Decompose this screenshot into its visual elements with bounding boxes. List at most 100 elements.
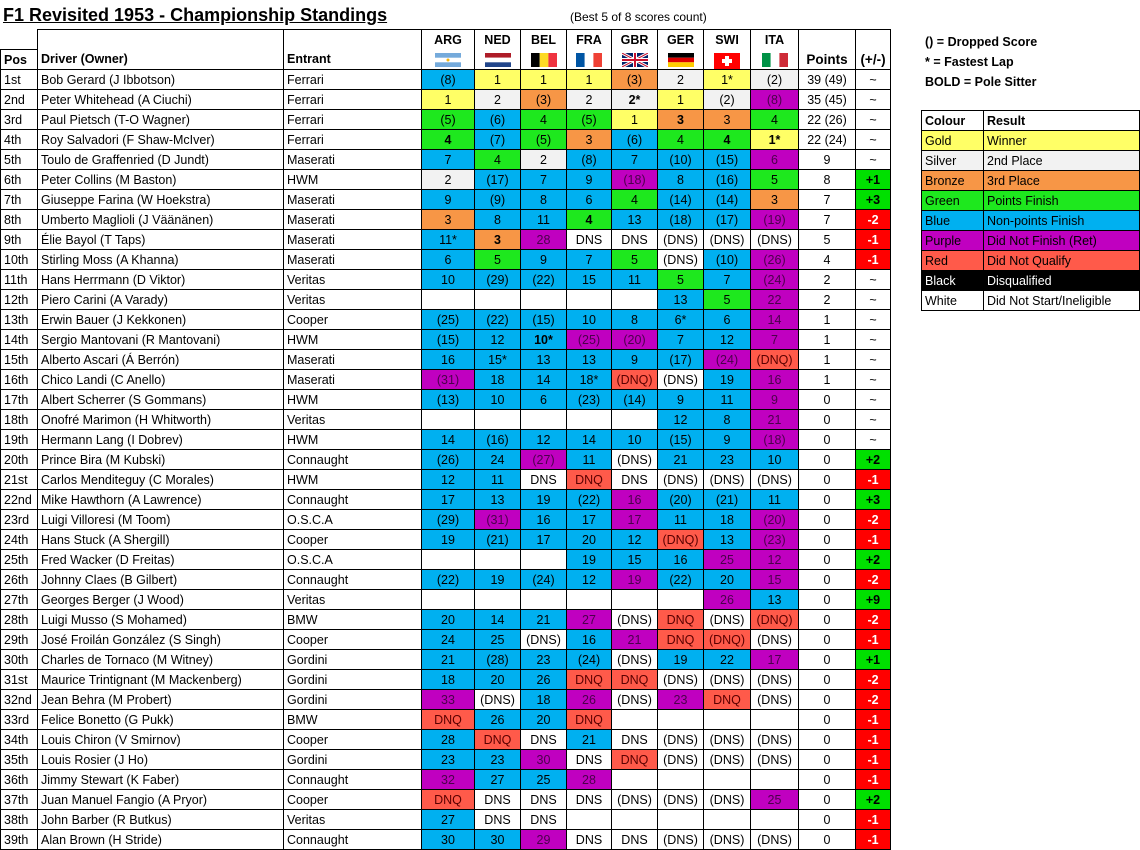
table-row: 2nd Peter Whitehead (A Ciuchi) Ferrari 1 2 (3… — [0, 89, 891, 110]
result-swi: (DNS) — [703, 829, 751, 850]
result-ger: (22) — [657, 569, 704, 590]
result-ita: 5 — [750, 169, 799, 190]
result-fra: 1 — [566, 69, 612, 90]
legend-result: Did Not Finish (Ret) — [983, 230, 1140, 251]
result-bel: DNS — [520, 469, 567, 490]
result-gbr: 19 — [611, 569, 658, 590]
position: 20th — [0, 449, 38, 470]
result-ger: 9 — [657, 389, 704, 410]
result-fra: (23) — [566, 389, 612, 410]
result-gbr — [611, 409, 658, 430]
result-swi: (10) — [703, 249, 751, 270]
result-ned: 26 — [474, 709, 521, 730]
result-swi: 5 — [703, 289, 751, 310]
uk-flag-icon — [620, 51, 649, 68]
driver-name: Felice Bonetto (G Pukk) — [37, 709, 284, 730]
entrant: Maserati — [283, 249, 422, 270]
driver-name: Jimmy Stewart (K Faber) — [37, 769, 284, 790]
result-bel: 8 — [520, 189, 567, 210]
table-row: 19th Hermann Lang (I Dobrev) HWM 14 (16) 12 14… — [0, 429, 891, 450]
driver-name: Hermann Lang (I Dobrev) — [37, 429, 284, 450]
result-ger — [657, 809, 704, 830]
result-arg: (31) — [421, 369, 475, 390]
result-arg: 4 — [421, 129, 475, 150]
result-ned: (29) — [474, 269, 521, 290]
result-fra: DNS — [566, 229, 612, 250]
points: 0 — [798, 689, 856, 710]
driver-name: Erwin Bauer (J Kekkonen) — [37, 309, 284, 330]
result-ger: 23 — [657, 689, 704, 710]
result-gbr: 11 — [611, 269, 658, 290]
race-flag-cell — [474, 49, 521, 70]
position-change: +1 — [855, 169, 891, 190]
result-gbr: DNS — [611, 829, 658, 850]
entrant: Ferrari — [283, 69, 422, 90]
position: 17th — [0, 389, 38, 410]
points: 4 — [798, 249, 856, 270]
points: 1 — [798, 369, 856, 390]
result-swi: (DNQ) — [703, 629, 751, 650]
result-arg: 17 — [421, 489, 475, 510]
table-row: 29th José Froilán González (S Singh) Coope… — [0, 629, 891, 650]
result-arg — [421, 409, 475, 430]
position-change: -2 — [855, 609, 891, 630]
points: 0 — [798, 449, 856, 470]
result-swi — [703, 809, 751, 830]
table-row: 7th Giuseppe Farina (W Hoekstra) Maserati 9… — [0, 189, 891, 210]
driver-name: Bob Gerard (J Ibbotson) — [37, 69, 284, 90]
table-row: 27th Georges Berger (J Wood) Veritas 26 13 0 +… — [0, 589, 891, 610]
result-bel: 23 — [520, 649, 567, 670]
points: 5 — [798, 229, 856, 250]
driver-name: Juan Manuel Fangio (A Pryor) — [37, 789, 284, 810]
result-ita: (20) — [750, 509, 799, 530]
driver-name: Roy Salvadori (F Shaw-McIver) — [37, 129, 284, 150]
result-bel: 18 — [520, 689, 567, 710]
position: 25th — [0, 549, 38, 570]
race-header-ned: NED — [474, 29, 521, 50]
position: 27th — [0, 589, 38, 610]
result-arg: 1 — [421, 89, 475, 110]
result-ita — [750, 709, 799, 730]
entrant: Maserati — [283, 229, 422, 250]
result-bel: (15) — [520, 309, 567, 330]
result-ned: (28) — [474, 649, 521, 670]
legend-row: Gold Winner — [921, 130, 1140, 151]
result-fra: 2 — [566, 89, 612, 110]
result-ned: 13 — [474, 489, 521, 510]
result-fra: 16 — [566, 629, 612, 650]
entrant: Maserati — [283, 349, 422, 370]
result-swi: 13 — [703, 529, 751, 550]
result-bel: (5) — [520, 129, 567, 150]
result-gbr: DNS — [611, 229, 658, 250]
table-row: 10th Stirling Moss (A Khanna) Maserati 6 5 9 7… — [0, 249, 891, 270]
result-bel — [520, 589, 567, 610]
points: 0 — [798, 749, 856, 770]
result-gbr: 10 — [611, 429, 658, 450]
result-ger: 13 — [657, 289, 704, 310]
result-bel: 25 — [520, 769, 567, 790]
entrant: BMW — [283, 709, 422, 730]
result-fra: 7 — [566, 249, 612, 270]
position: 4th — [0, 129, 38, 150]
driver-name: Hans Herrmann (D Viktor) — [37, 269, 284, 290]
position-change: +3 — [855, 489, 891, 510]
result-swi: (DNS) — [703, 789, 751, 810]
result-ita: (2) — [750, 69, 799, 90]
result-ita — [750, 769, 799, 790]
legend-row: Green Points Finish — [921, 190, 1140, 211]
table-row: 1st Bob Gerard (J Ibbotson) Ferrari (8) 1 1 1(… — [0, 69, 891, 90]
position-change: -2 — [855, 689, 891, 710]
points: 0 — [798, 629, 856, 650]
race-header-ita: ITA — [750, 29, 799, 50]
result-ger: 3 — [657, 109, 704, 130]
table-row: 12th Piero Carini (A Varady) Veritas 13 5 22 2… — [0, 289, 891, 310]
position: 35th — [0, 749, 38, 770]
table-row: 33rd Felice Bonetto (G Pukk) BMW DNQ 26 20 DNQ… — [0, 709, 891, 730]
entrant: Gordini — [283, 689, 422, 710]
table-row: 36th Jimmy Stewart (K Faber) Connaught 32 27… — [0, 769, 891, 790]
result-swi: 6 — [703, 309, 751, 330]
result-bel: 9 — [520, 249, 567, 270]
entrant: Maserati — [283, 209, 422, 230]
result-swi: (DNS) — [703, 469, 751, 490]
result-ita: (26) — [750, 249, 799, 270]
